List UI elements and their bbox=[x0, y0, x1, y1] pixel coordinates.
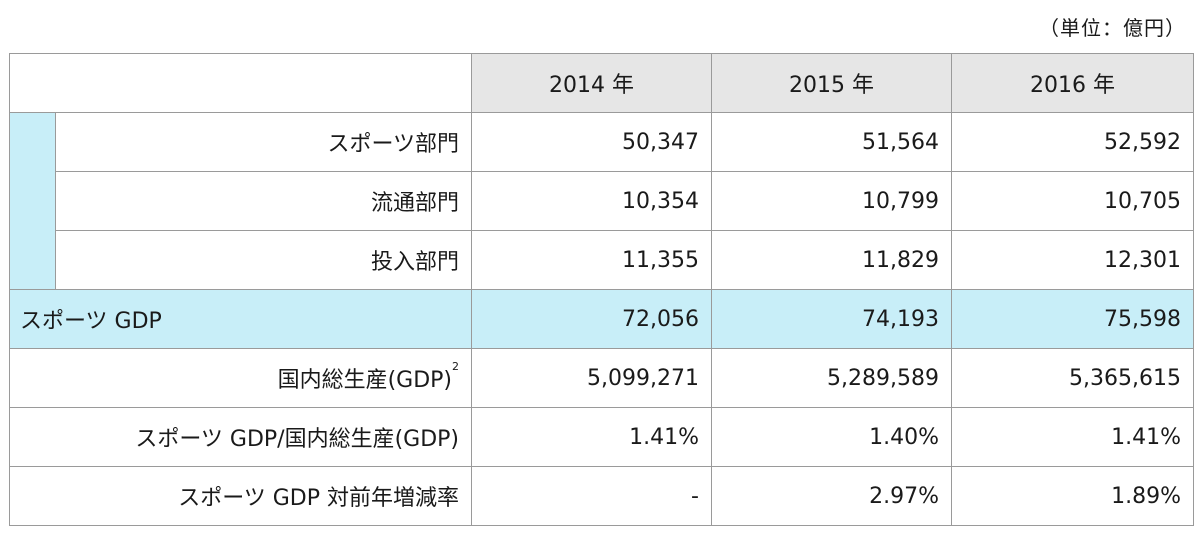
cell-value: 2.97% bbox=[711, 466, 952, 526]
cell-value: 75,598 bbox=[951, 289, 1194, 349]
cell-value: 10,705 bbox=[951, 171, 1194, 231]
header-year-2016: 2016 年 bbox=[951, 53, 1194, 113]
cell-value: 52,592 bbox=[951, 112, 1194, 172]
table-row: 国内総生産(GDP)2 5,099,271 5,289,589 5,365,61… bbox=[9, 348, 1194, 408]
cell-value: 12,301 bbox=[951, 230, 1194, 290]
cell-value: 50,347 bbox=[471, 112, 712, 172]
table-row: 投入部門 11,355 11,829 12,301 bbox=[10, 230, 1194, 290]
cell-value: 74,193 bbox=[711, 289, 952, 349]
cell-value: - bbox=[471, 466, 712, 526]
cell-value: 10,799 bbox=[711, 171, 952, 231]
cell-value: 1.41% bbox=[951, 407, 1194, 467]
row-label: スポーツ GDP/国内総生産(GDP) bbox=[9, 407, 472, 467]
row-label: 投入部門 bbox=[55, 230, 472, 290]
table-row: スポーツ GDP 対前年増減率 - 2.97% 1.89% bbox=[9, 466, 1194, 526]
row-label: スポーツ GDP 対前年増減率 bbox=[9, 466, 472, 526]
row-label-cell: 国内総生産(GDP)2 bbox=[9, 348, 472, 408]
table-row: スポーツ GDP/国内総生産(GDP) 1.41% 1.40% 1.41% bbox=[9, 407, 1194, 467]
cell-value: 1.89% bbox=[951, 466, 1194, 526]
cell-value: 5,289,589 bbox=[711, 348, 952, 408]
cell-value: 1.40% bbox=[711, 407, 952, 467]
row-label: スポーツ GDP bbox=[9, 289, 472, 349]
cell-value: 72,056 bbox=[471, 289, 712, 349]
cell-value: 10,354 bbox=[471, 171, 712, 231]
cell-value: 11,829 bbox=[711, 230, 952, 290]
sports-gdp-table: 2014 年 2015 年 2016 年 スポーツ部門 50,347 51,56… bbox=[9, 53, 1194, 526]
table-row: スポーツ部門 50,347 51,564 52,592 bbox=[9, 112, 1194, 290]
header-blank-cell bbox=[9, 53, 472, 113]
table-header-row: 2014 年 2015 年 2016 年 bbox=[9, 53, 1194, 113]
footnote-marker: 2 bbox=[452, 360, 459, 373]
row-label: 国内総生産(GDP) bbox=[277, 368, 452, 393]
cell-value: 5,365,615 bbox=[951, 348, 1194, 408]
header-year-2014: 2014 年 bbox=[471, 53, 712, 113]
cell-value: 11,355 bbox=[471, 230, 712, 290]
cell-value: 1.41% bbox=[471, 407, 712, 467]
table-row: 流通部門 10,354 10,799 10,705 bbox=[10, 171, 1194, 231]
cell-value: 5,099,271 bbox=[471, 348, 712, 408]
cell-value: 51,564 bbox=[711, 112, 952, 172]
row-label: 流通部門 bbox=[55, 171, 472, 231]
header-year-2015: 2015 年 bbox=[711, 53, 952, 113]
unit-label: （単位：億円） bbox=[1039, 16, 1186, 40]
highlight-row: スポーツ GDP 72,056 74,193 75,598 bbox=[9, 289, 1194, 349]
row-label: スポーツ部門 bbox=[55, 112, 472, 172]
group-indent-band bbox=[9, 112, 56, 290]
